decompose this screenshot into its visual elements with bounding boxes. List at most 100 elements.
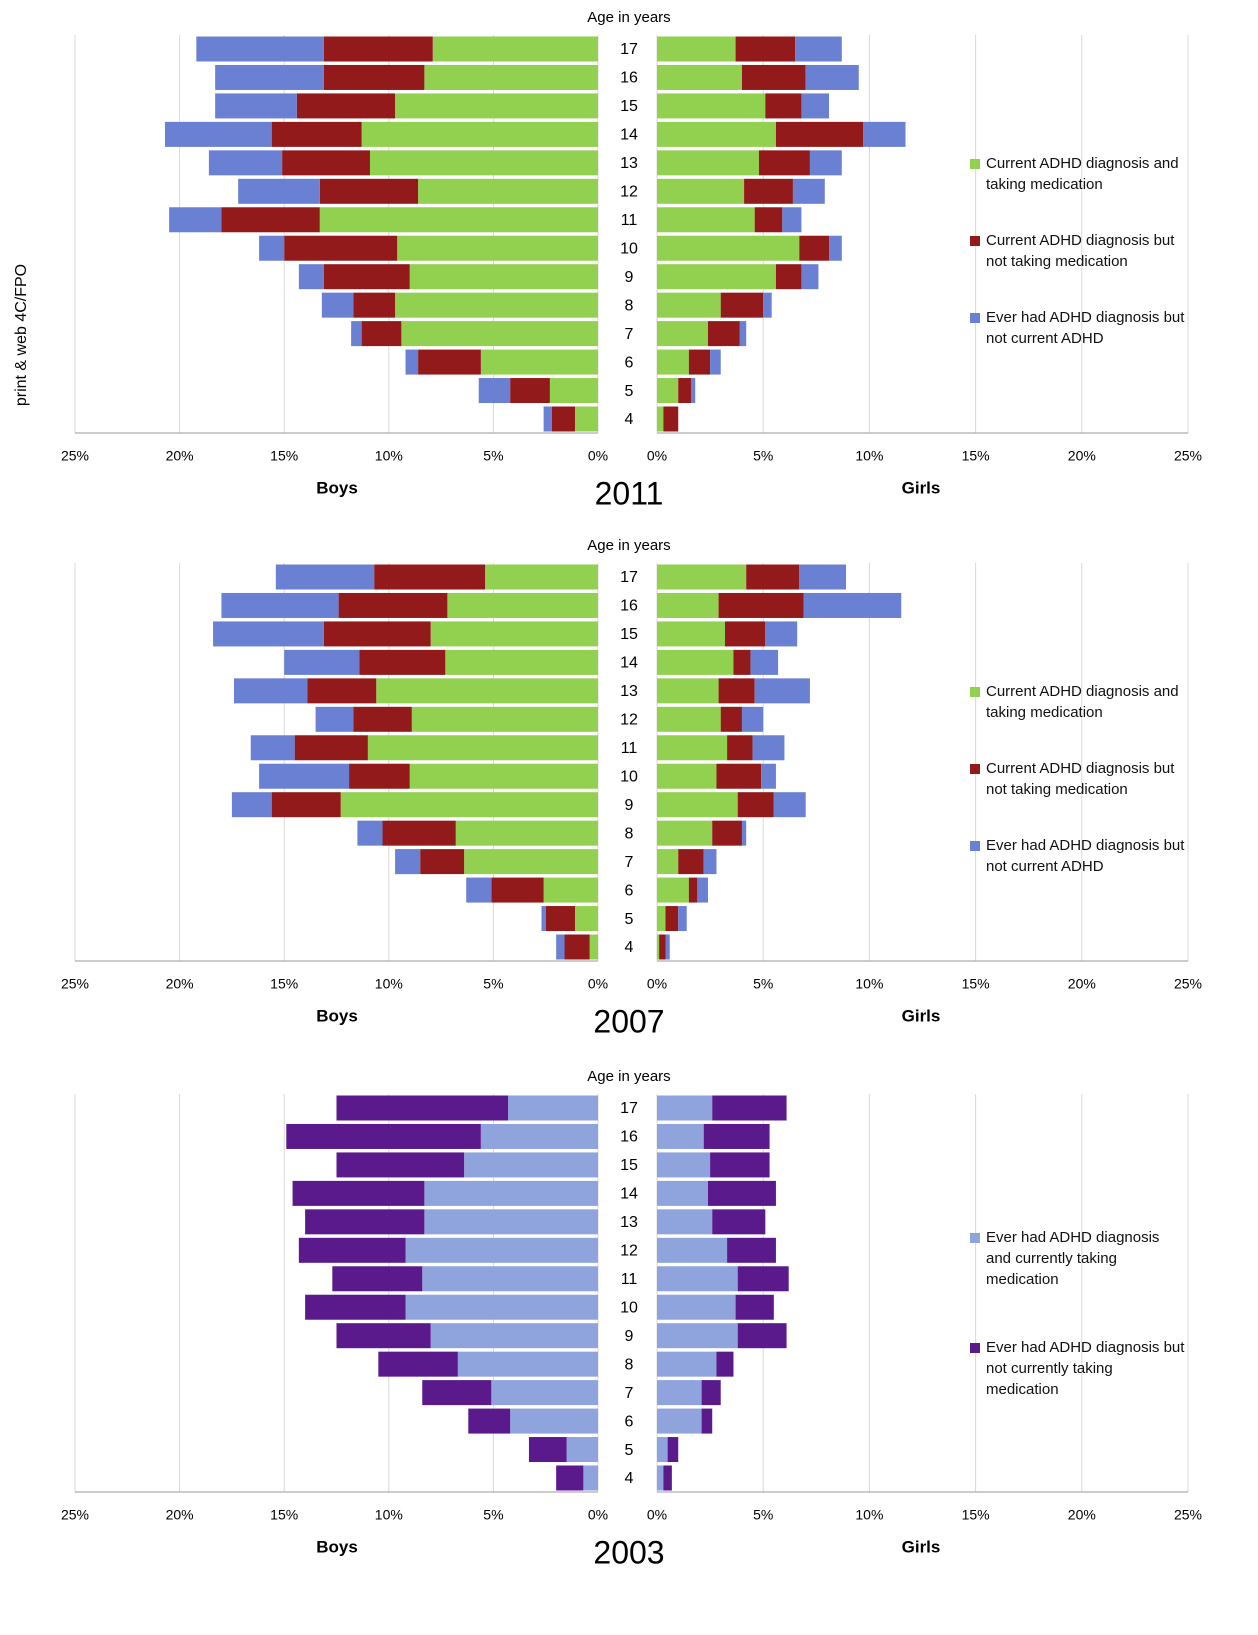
bar-boys: [455, 820, 598, 846]
category-label: 13: [620, 155, 638, 172]
bar-girls: [829, 235, 842, 261]
x-tick-label: 5%: [483, 976, 503, 992]
bar-boys: [405, 1237, 598, 1263]
bar-boys: [296, 93, 396, 119]
bar-boys: [307, 678, 377, 704]
x-tick-label: 5%: [753, 976, 773, 992]
legend-marker: [970, 1343, 980, 1353]
legend-label: Current ADHD diagnosis but not taking me…: [986, 760, 1175, 798]
bar-boys: [480, 349, 598, 375]
bar-boys: [298, 264, 324, 290]
bar-girls: [741, 820, 747, 846]
bar-boys: [221, 207, 320, 233]
bar-boys: [418, 349, 481, 375]
bar-boys: [351, 321, 362, 347]
bar-girls: [657, 592, 719, 618]
bar-boys: [424, 1209, 598, 1235]
bar-girls: [701, 1380, 721, 1406]
bar-girls: [657, 1180, 708, 1206]
bar-boys: [541, 906, 546, 932]
bar-girls: [803, 592, 902, 618]
bar-girls: [741, 64, 806, 90]
bar-boys: [422, 1266, 598, 1292]
bar-boys: [271, 121, 362, 147]
legend-item: Current ADHD diagnosis and taking medica…: [970, 153, 1186, 195]
bar-boys: [564, 934, 590, 960]
bar-girls: [765, 93, 802, 119]
category-label: 5: [625, 383, 634, 400]
bar-boys: [457, 1351, 598, 1377]
bar-girls: [688, 877, 698, 903]
category-label: 17: [620, 1100, 638, 1117]
category-label: 12: [620, 184, 638, 201]
bar-girls: [773, 792, 806, 818]
x-tick-label: 25%: [1174, 976, 1202, 992]
bar-boys: [374, 564, 486, 590]
bar-girls: [657, 150, 759, 176]
x-tick-label: 10%: [375, 448, 403, 464]
x-tick-label: 10%: [855, 448, 883, 464]
x-tick-label: 5%: [753, 1507, 773, 1523]
right-label: Girls: [902, 478, 941, 497]
category-label: 16: [620, 70, 638, 87]
category-label: 15: [620, 1157, 638, 1174]
legend-marker: [970, 236, 980, 246]
bar-boys: [221, 592, 339, 618]
category-label: 16: [620, 598, 638, 615]
bar-girls: [720, 292, 764, 318]
bar-boys: [480, 1123, 598, 1149]
right-label: Girls: [902, 1537, 941, 1556]
bar-girls: [657, 207, 755, 233]
bar-boys: [485, 564, 598, 590]
legend-label: Current ADHD diagnosis and taking medica…: [986, 155, 1179, 193]
x-tick-label: 0%: [647, 976, 667, 992]
bar-girls: [703, 849, 717, 875]
bar-girls: [712, 1095, 787, 1121]
bar-boys: [231, 792, 272, 818]
legend-label: Ever had ADHD diagnosis but not current …: [986, 837, 1185, 875]
bar-boys: [284, 649, 360, 675]
bar-girls: [707, 1180, 776, 1206]
bar-girls: [657, 178, 745, 204]
category-label: 8: [625, 825, 634, 842]
bar-boys: [215, 64, 324, 90]
bar-girls: [805, 64, 859, 90]
bar-boys: [447, 592, 598, 618]
bar-girls: [657, 1209, 713, 1235]
bar-girls: [657, 349, 689, 375]
legend-marker: [970, 764, 980, 774]
bar-boys: [361, 121, 598, 147]
x-tick-label: 5%: [753, 448, 773, 464]
bar-girls: [809, 150, 842, 176]
bar-boys: [491, 877, 544, 903]
bar-girls: [665, 906, 679, 932]
bar-girls: [782, 207, 802, 233]
bar-girls: [657, 706, 721, 732]
bar-boys: [250, 735, 295, 761]
bar-boys: [298, 1237, 406, 1263]
category-label: 7: [625, 854, 634, 871]
category-label: 11: [621, 740, 638, 757]
bar-girls: [657, 1237, 728, 1263]
legend-label: Ever had ADHD diagnosis but not currentl…: [986, 1339, 1185, 1398]
bar-boys: [478, 378, 511, 404]
bar-boys: [294, 735, 368, 761]
bar-boys: [282, 150, 370, 176]
bar-girls: [703, 1123, 770, 1149]
x-tick-label: 25%: [61, 976, 89, 992]
legend-marker: [970, 159, 980, 169]
bar-girls: [718, 678, 755, 704]
left-label: Boys: [316, 1006, 358, 1025]
x-tick-label: 20%: [166, 976, 194, 992]
legend-label: Current ADHD diagnosis but not taking me…: [986, 232, 1175, 270]
bar-boys: [284, 235, 398, 261]
bar-girls: [688, 349, 711, 375]
bar-boys: [510, 1408, 598, 1434]
bar-boys: [213, 621, 324, 647]
bar-boys: [275, 564, 375, 590]
category-label: 4: [625, 411, 634, 428]
bar-girls: [657, 378, 679, 404]
category-label: 11: [621, 1271, 638, 1288]
bar-girls: [657, 763, 717, 789]
category-label: 10: [620, 1299, 638, 1316]
